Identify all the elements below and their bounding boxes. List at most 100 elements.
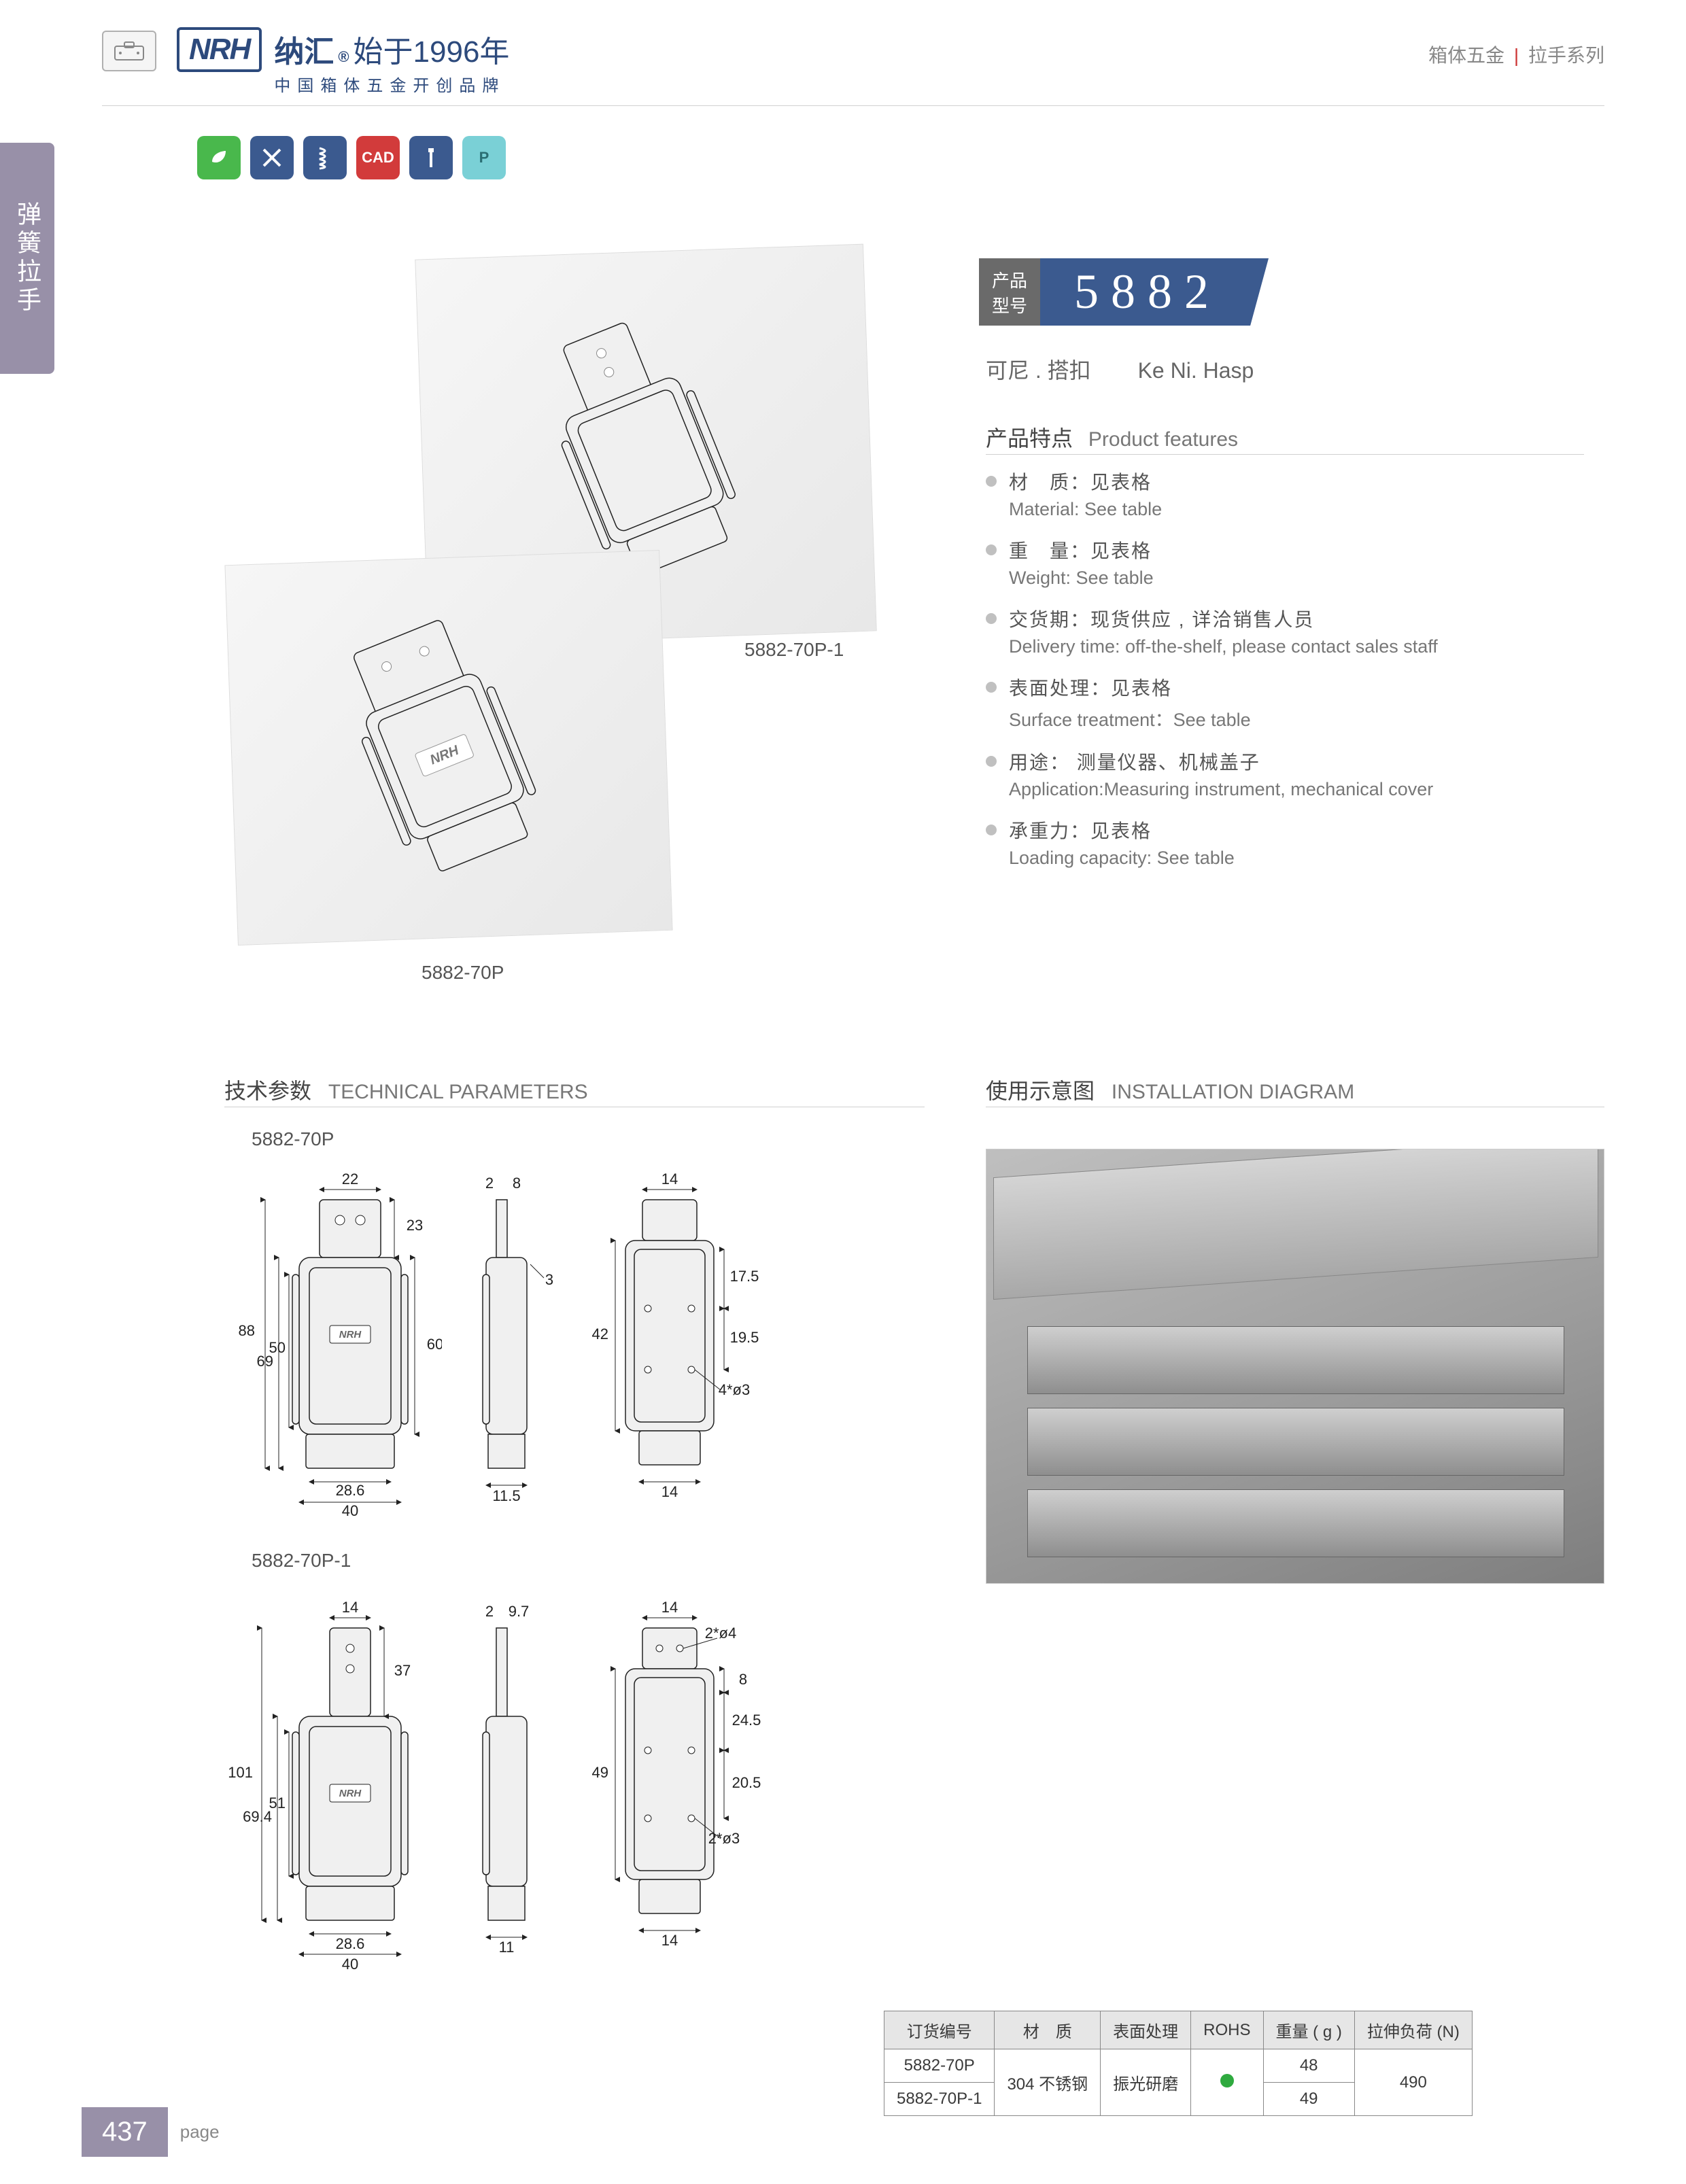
spec-table: 订货编号 材 质 表面处理 ROHS 重量 ( g ) 拉伸负荷 (N) 588… bbox=[884, 2011, 1473, 2116]
feature-item: 交货期：现货供应 , 详洽销售人员Delivery time: off-the-… bbox=[986, 605, 1591, 657]
th-material: 材 质 bbox=[995, 2011, 1101, 2049]
features-title: 产品特点 Product features bbox=[986, 421, 1238, 453]
mini-icon-eco bbox=[197, 136, 241, 179]
brand-zh-1: 纳汇 bbox=[274, 27, 334, 71]
feature-item: 重 量：见表格 Weight: See table bbox=[986, 536, 1591, 589]
header-right-1: 箱体五金 bbox=[1428, 45, 1504, 66]
svg-text:8: 8 bbox=[739, 1671, 747, 1688]
svg-text:17.5: 17.5 bbox=[730, 1268, 759, 1285]
mini-icon-tools bbox=[250, 136, 294, 179]
mini-icon-screw bbox=[409, 136, 453, 179]
td-weight-0: 48 bbox=[1263, 2049, 1354, 2083]
svg-text:19.5: 19.5 bbox=[730, 1329, 759, 1346]
footer: 437 page bbox=[82, 2107, 220, 2157]
install-title: 使用示意图 INSTALLATION DIAGRAM bbox=[986, 1074, 1354, 1105]
svg-text:88: 88 bbox=[239, 1322, 255, 1339]
td-rohs bbox=[1191, 2049, 1263, 2116]
td-material: 304 不锈钢 bbox=[995, 2049, 1101, 2116]
variant1-label: 5882-70P bbox=[252, 1128, 334, 1150]
svg-text:2: 2 bbox=[485, 1175, 494, 1192]
header-right: 箱体五金 | 拉手系列 bbox=[1428, 41, 1604, 68]
variant2-label: 5882-70P-1 bbox=[252, 1550, 351, 1572]
product-name-en: Ke Ni. Hasp bbox=[1138, 358, 1254, 383]
svg-text:20.5: 20.5 bbox=[732, 1774, 761, 1791]
product-image-2-caption: 5882-70P bbox=[422, 962, 504, 984]
svg-text:28.6: 28.6 bbox=[336, 1482, 365, 1499]
variant1-side: 2 8 3 11.5 bbox=[449, 1162, 571, 1529]
feature-item: 承重力：见表格 Loading capacity: See table bbox=[986, 816, 1591, 869]
svg-text:101: 101 bbox=[228, 1764, 253, 1781]
feature-zh: 承重力：见表格 bbox=[1009, 816, 1591, 844]
product-image-2: NRH bbox=[224, 550, 672, 946]
svg-text:42: 42 bbox=[592, 1325, 608, 1342]
td-code-0: 5882-70P bbox=[884, 2049, 995, 2083]
badge-number: 5882 bbox=[1040, 258, 1269, 326]
svg-text:28.6: 28.6 bbox=[336, 1935, 365, 1952]
td-code-1: 5882-70P-1 bbox=[884, 2083, 995, 2116]
installation-photo bbox=[986, 1149, 1604, 1584]
feature-zh: 重 量：见表格 bbox=[1009, 536, 1591, 564]
badge-label-1: 产品 bbox=[992, 267, 1027, 292]
variant2-side: 2 9.7 11 bbox=[449, 1591, 571, 1985]
mini-icon-cad: CAD bbox=[356, 136, 400, 179]
svg-text:2*ø3: 2*ø3 bbox=[708, 1830, 740, 1847]
svg-text:49: 49 bbox=[592, 1764, 608, 1781]
mini-icon-spring bbox=[303, 136, 347, 179]
product-image-1-caption: 5882-70P-1 bbox=[744, 639, 844, 661]
feature-zh: 材 质：见表格 bbox=[1009, 468, 1591, 495]
header-right-2: 拉手系列 bbox=[1528, 45, 1604, 66]
feature-item: 表面处理：见表格 Surface treatment：See table bbox=[986, 674, 1591, 731]
logo-nrh: NRH bbox=[177, 27, 262, 72]
page-number: 437 bbox=[82, 2107, 168, 2157]
variant2-front: NRH 14 37 101 69.4 51 28.6 40 bbox=[218, 1591, 442, 1985]
mini-icon-p: P bbox=[462, 136, 506, 179]
svg-text:3: 3 bbox=[545, 1271, 553, 1288]
th-load: 拉伸负荷 (N) bbox=[1354, 2011, 1472, 2049]
svg-text:14: 14 bbox=[661, 1932, 678, 1949]
svg-text:14: 14 bbox=[661, 1483, 678, 1500]
svg-text:8: 8 bbox=[513, 1175, 521, 1192]
feature-zh: 交货期：现货供应 , 详洽销售人员 bbox=[1009, 605, 1591, 632]
svg-text:11.5: 11.5 bbox=[492, 1487, 520, 1504]
feature-zh: 表面处理：见表格 bbox=[1009, 674, 1591, 701]
th-code: 订货编号 bbox=[884, 2011, 995, 2049]
svg-text:40: 40 bbox=[342, 1502, 358, 1519]
th-rohs: ROHS bbox=[1191, 2011, 1263, 2049]
svg-text:37: 37 bbox=[394, 1662, 411, 1679]
svg-text:24.5: 24.5 bbox=[732, 1712, 761, 1729]
features-underline bbox=[986, 454, 1584, 455]
svg-text:NRH: NRH bbox=[339, 1329, 362, 1340]
td-load: 490 bbox=[1354, 2049, 1472, 2116]
feature-en: Loading capacity: See table bbox=[1009, 848, 1591, 869]
feature-item: 用途： 测量仪器、机械盖子Application:Measuring instr… bbox=[986, 748, 1591, 800]
product-badge: 产品 型号 5882 bbox=[979, 258, 1269, 326]
svg-text:40: 40 bbox=[342, 1956, 358, 1973]
logo-small-icon bbox=[102, 31, 156, 71]
th-surface: 表面处理 bbox=[1101, 2011, 1191, 2049]
brand-sub: 中国箱体五金开创品牌 bbox=[274, 72, 509, 96]
feature-en: Surface treatment：See table bbox=[1009, 705, 1591, 731]
product-name-zh: 可尼 . 搭扣 bbox=[986, 358, 1091, 383]
variant1-back: 14 42 17.5 19.5 4*ø3 14 bbox=[578, 1162, 761, 1529]
feature-item: 材 质：见表格Material: See table bbox=[986, 468, 1591, 520]
brand-zh-2: 始于1996年 bbox=[354, 27, 510, 71]
svg-text:9.7: 9.7 bbox=[509, 1603, 530, 1620]
svg-text:4*ø3: 4*ø3 bbox=[719, 1381, 750, 1398]
svg-text:69.4: 69.4 bbox=[243, 1808, 272, 1825]
svg-text:50: 50 bbox=[269, 1339, 286, 1356]
svg-text:23: 23 bbox=[407, 1217, 423, 1234]
features-list: 材 质：见表格Material: See table 重 量：见表格 Weight:… bbox=[986, 468, 1591, 885]
feature-en: Weight: See table bbox=[1009, 568, 1591, 589]
mini-icons-row: CAD P bbox=[197, 136, 506, 179]
variant1-front: NRH 22 23 88 69 50 60 28.6 40 bbox=[218, 1162, 442, 1529]
header-right-sep: | bbox=[1514, 45, 1519, 66]
page-label: page bbox=[180, 2121, 220, 2143]
product-name: 可尼 . 搭扣 Ke Ni. Hasp bbox=[986, 353, 1254, 385]
th-weight: 重量 ( g ) bbox=[1263, 2011, 1354, 2049]
svg-text:60: 60 bbox=[427, 1336, 442, 1353]
feature-zh: 用途： 测量仪器、机械盖子 bbox=[1009, 748, 1591, 775]
badge-label-2: 型号 bbox=[992, 292, 1027, 317]
tech-params-title: 技术参数 TECHNICAL PARAMETERS bbox=[224, 1074, 588, 1105]
svg-text:NRH: NRH bbox=[339, 1788, 362, 1799]
variant2-back: 14 2*ø4 8 49 24.5 20.5 2*ø3 14 bbox=[578, 1591, 775, 1985]
